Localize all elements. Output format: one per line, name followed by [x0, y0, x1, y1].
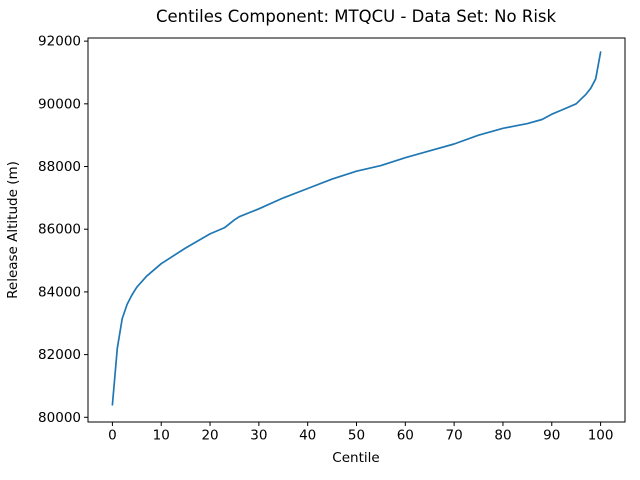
x-tick-label: 60: [397, 428, 414, 444]
y-tick-label: 92000: [38, 34, 81, 50]
x-tick-label: 70: [446, 428, 463, 444]
x-axis-ticks: 0 10 20 30 40 50 60 70 80 90 100: [108, 422, 613, 444]
x-axis-label: Centile: [332, 450, 379, 466]
chart-title: Centiles Component: MTQCU - Data Set: No…: [156, 7, 557, 26]
centile-line: [111, 51, 602, 406]
plot-area: [87, 37, 626, 423]
x-tick-label: 10: [153, 428, 170, 444]
y-axis-label: Release Altitude (m): [5, 161, 21, 299]
x-tick-label: 20: [201, 428, 218, 444]
x-tick-label: 30: [250, 428, 267, 444]
x-tick-label: 0: [108, 428, 117, 444]
y-tick-label: 80000: [38, 410, 81, 426]
y-axis-ticks: 80000 82000 84000 86000 88000 90000 92000: [38, 34, 88, 426]
y-tick-label: 88000: [38, 159, 81, 175]
y-tick-label: 84000: [38, 284, 81, 300]
x-tick-label: 50: [348, 428, 365, 444]
x-tick-label: 100: [588, 428, 614, 444]
y-tick-label: 90000: [38, 96, 81, 112]
y-tick-label: 82000: [38, 347, 81, 363]
x-tick-label: 40: [299, 428, 316, 444]
x-tick-label: 80: [494, 428, 511, 444]
x-tick-label: 90: [543, 428, 560, 444]
y-tick-label: 86000: [38, 222, 81, 238]
